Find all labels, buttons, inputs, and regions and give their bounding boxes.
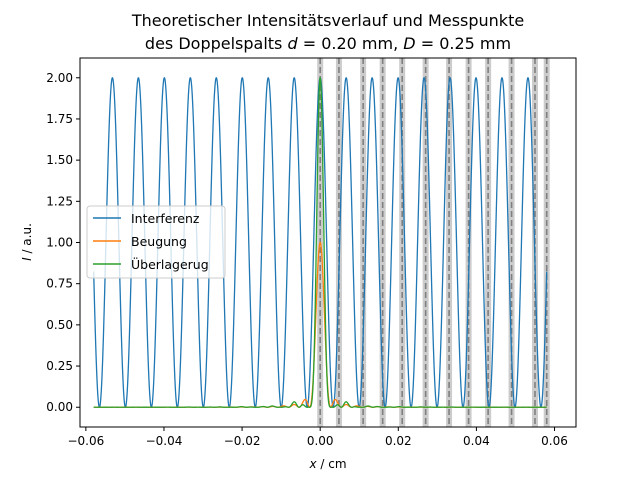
chart-title-line2: des Doppelspalts d = 0.20 mm, D = 0.25 m… [145, 34, 511, 53]
series-line-ueberlagerung [93, 77, 548, 408]
x-tick-label: 0.04 [463, 434, 490, 448]
x-tick-label: −0.06 [67, 434, 104, 448]
y-tick-label: 1.00 [46, 236, 73, 250]
x-tick-label: 0.02 [385, 434, 412, 448]
y-axis-ticks: 0.00 0.25 0.50 0.75 1.00 1.25 1.50 1.75 2.00 [46, 71, 80, 414]
legend-label-beugung: Beugung [131, 234, 187, 249]
y-tick-label: 2.00 [46, 71, 73, 85]
series-layer [93, 77, 548, 408]
y-axis-var: I [20, 257, 34, 261]
y-tick-label: 0.50 [46, 318, 73, 332]
y-tick-label: 0.00 [46, 400, 73, 414]
y-axis-label: I / a.u. [20, 223, 34, 261]
x-axis-label: x / cm [308, 457, 346, 471]
legend-label-interferenz: Interferenz [131, 211, 200, 226]
y-axis-unit: / a.u. [20, 223, 34, 257]
legend-label-ueberlagerung: Überlagerug [131, 256, 209, 272]
legend: Interferenz Beugung Überlagerug [86, 205, 226, 279]
y-tick-label: 0.25 [46, 359, 73, 373]
title-mid: = 0.20 mm, [298, 34, 404, 53]
x-tick-label: −0.02 [224, 434, 261, 448]
title-var-d: d [287, 34, 298, 53]
x-axis-var: x [308, 457, 317, 471]
y-tick-label: 0.75 [46, 277, 73, 291]
title-var-D: D [403, 34, 415, 53]
x-tick-label: 0.06 [541, 434, 568, 448]
title-prefix: des Doppelspalts [145, 34, 288, 53]
y-tick-label: 1.75 [46, 112, 73, 126]
x-tick-label: 0.00 [307, 434, 334, 448]
y-tick-label: 1.50 [46, 153, 73, 167]
title-suffix: = 0.25 mm [416, 34, 511, 53]
chart-title-line1: Theoretischer Intensitätsverlauf und Mes… [131, 11, 524, 30]
y-tick-label: 1.25 [46, 194, 73, 208]
x-axis-unit: / cm [317, 457, 347, 471]
x-axis-ticks: −0.06 −0.04 −0.02 0.00 0.02 0.04 0.06 [67, 427, 568, 448]
legend-frame [86, 205, 226, 279]
x-tick-label: −0.04 [146, 434, 183, 448]
